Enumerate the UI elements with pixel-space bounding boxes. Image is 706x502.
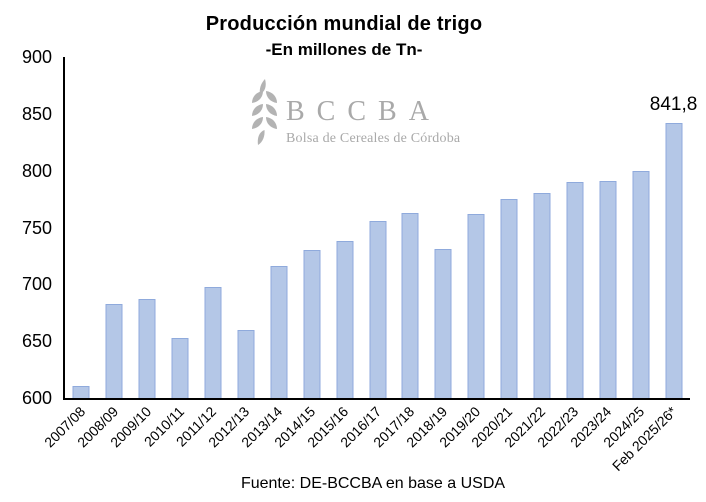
bar-2018-19 (434, 249, 452, 398)
bar-2021-22 (533, 193, 551, 398)
y-axis: 600 650 700 750 800 850 900 (0, 48, 52, 407)
bar-2009-10 (138, 299, 156, 398)
y-tick-label-700: 700 (21, 274, 52, 295)
data-label-last-bar: 841,8 (649, 94, 698, 116)
y-tick-label-650: 650 (21, 331, 52, 352)
y-tick-label-800: 800 (21, 160, 52, 181)
bar-2019-20 (467, 213, 485, 398)
bar-2015-16 (336, 241, 354, 398)
plot-area: 841,8 (63, 57, 697, 400)
y-tick-label-750: 750 (21, 217, 52, 238)
bar-2007-08 (72, 385, 90, 398)
bar-2014-15 (303, 250, 321, 398)
bar-2012-13 (237, 329, 255, 398)
bar-2024-25 (632, 170, 650, 398)
bar-2016-17 (369, 220, 386, 398)
bar-2010-11 (171, 337, 189, 398)
y-tick-label-600: 600 (21, 388, 52, 408)
chart-title: Producción mundial de trigo (205, 13, 483, 35)
source-note: Fuente: DE-BCCBA en base a USDA (240, 475, 506, 492)
bar-2013-14 (270, 266, 288, 398)
bar-2008-09 (105, 303, 123, 398)
bar-2011-12 (204, 286, 222, 398)
bar-2023-24 (599, 180, 617, 398)
bar-2022-23 (566, 182, 584, 398)
y-tick-label-900: 900 (21, 47, 52, 67)
x-axis: 2007/08 2008/09 2009/10 2010/11 2011/12 2012/… (41, 400, 688, 478)
y-tick-label-850: 850 (21, 103, 52, 124)
bar-2017-18 (401, 212, 419, 398)
chart-subtitle: -En millones de Tn- (265, 40, 423, 59)
bar-2020-21 (500, 199, 518, 398)
bar-feb-2025-26- (665, 123, 683, 398)
